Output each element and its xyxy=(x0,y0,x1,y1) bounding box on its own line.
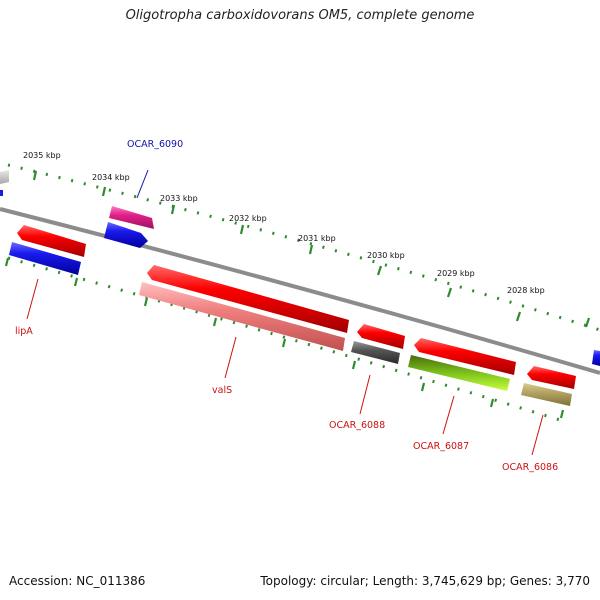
leader-line-OCAR_6088 xyxy=(359,374,371,415)
kbp-labels: 2035 kbp 2034 kbp 2033 kbp 2032 kbp 2031… xyxy=(23,151,545,295)
gene-OCAR_6087[interactable] xyxy=(408,355,510,391)
kbp-label-2034: 2034 kbp xyxy=(92,173,130,182)
leader-line-OCAR_6090 xyxy=(136,169,149,199)
gene-label-lipA[interactable]: lipA xyxy=(15,326,33,337)
gene-valS-red[interactable] xyxy=(147,265,349,333)
gene-OCAR_6087-red[interactable] xyxy=(414,338,516,375)
outer-tick-ring xyxy=(7,163,600,332)
inner-tick-ring xyxy=(4,256,565,422)
gene-label-OCAR_6086[interactable]: OCAR_6086 xyxy=(502,462,558,473)
accession-text: Accession: NC_011386 xyxy=(9,574,146,588)
gene-OCAR_6090[interactable] xyxy=(109,206,154,229)
leader-line-OCAR_6087 xyxy=(442,395,455,435)
gene-OCAR_6088[interactable] xyxy=(351,341,400,364)
kbp-label-2035: 2035 kbp xyxy=(23,151,61,160)
edge-feature-blue-right[interactable] xyxy=(592,350,600,366)
map-title: Oligotropha carboxidovorans OM5, complet… xyxy=(125,8,475,23)
gene-OCAR_6088-red[interactable] xyxy=(357,324,405,349)
gene-label-valS[interactable]: valS xyxy=(212,385,232,396)
kbp-label-2030: 2030 kbp xyxy=(367,251,405,260)
leader-line-OCAR_6086 xyxy=(531,414,544,456)
edge-feature-light-gray[interactable] xyxy=(0,170,9,184)
gene-label-OCAR_6090[interactable]: OCAR_6090 xyxy=(127,139,183,150)
kbp-label-2033: 2033 kbp xyxy=(160,194,198,203)
kbp-label-2029: 2029 kbp xyxy=(437,269,475,278)
gene-lipA-red[interactable] xyxy=(17,225,86,257)
gene-label-OCAR_6088[interactable]: OCAR_6088 xyxy=(329,420,385,431)
leader-lines xyxy=(26,169,544,456)
gene-OCAR_6086[interactable] xyxy=(521,383,572,406)
gene-lipA[interactable] xyxy=(9,242,81,275)
gene-valS[interactable] xyxy=(139,282,345,351)
kbp-label-2028: 2028 kbp xyxy=(507,286,545,295)
kbp-label-2031: 2031 kbp xyxy=(298,234,336,243)
genome-backbone xyxy=(0,207,600,375)
edge-feature-blue-left[interactable] xyxy=(0,190,3,196)
gene-OCAR_6090-blue[interactable] xyxy=(104,222,148,248)
kbp-label-2032: 2032 kbp xyxy=(229,214,267,223)
gene-labels: OCAR_6090 lipA valS OCAR_6088 OCAR_6087 … xyxy=(15,139,558,473)
leader-line-valS xyxy=(224,336,237,379)
genome-summary-text: Topology: circular; Length: 3,745,629 bp… xyxy=(260,574,590,588)
gene-OCAR_6086-red[interactable] xyxy=(527,366,576,389)
gene-label-OCAR_6087[interactable]: OCAR_6087 xyxy=(413,441,469,452)
leader-line-lipA xyxy=(26,278,39,320)
